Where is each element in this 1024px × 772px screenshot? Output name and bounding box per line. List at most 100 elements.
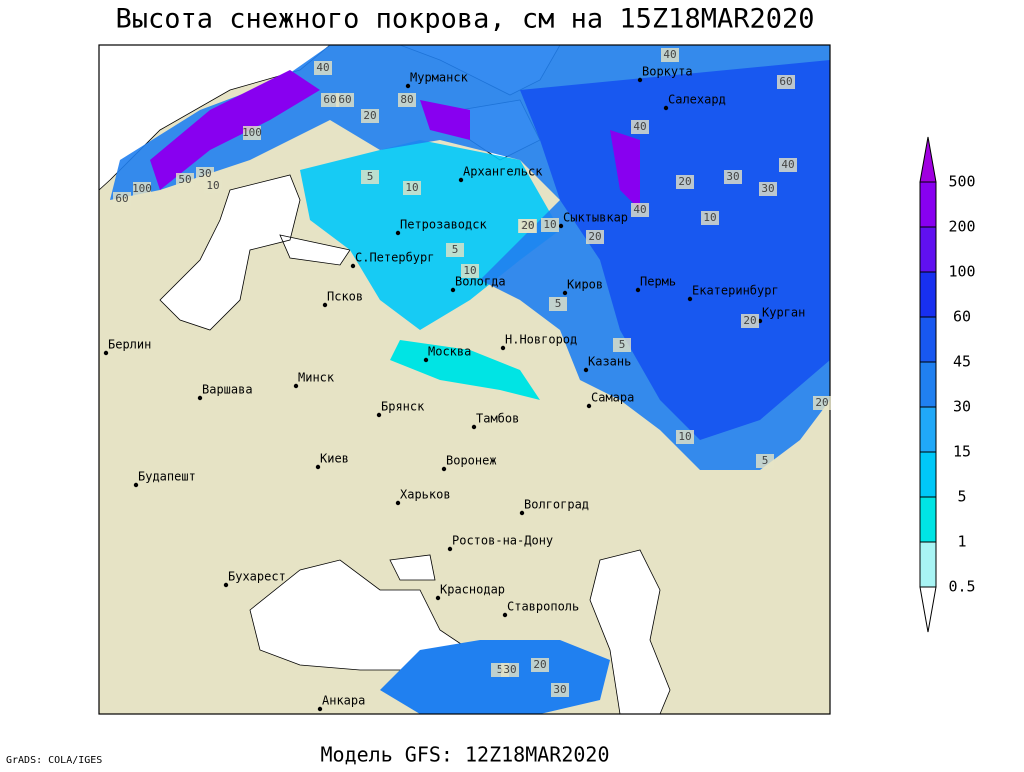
contour-label-bg [661,48,679,62]
contour-label-bg [321,93,339,107]
city-dot [441,466,447,472]
city-label: Воркута [642,65,693,79]
contour-label: 40 [781,158,794,171]
city-label: Берлин [108,338,151,352]
legend-label: 45 [953,353,971,371]
contour-label-bg [676,175,694,189]
city-label: Псков [327,290,363,304]
city-dot [637,77,643,83]
legend: 500 200 100 60 45 30 15 5 1 0.5 [919,136,976,633]
legend-swatch [919,316,937,363]
contour-label: 20 [521,219,534,232]
city-dot [395,230,401,236]
snow-area [150,70,640,210]
legend-label: 1 [957,533,966,551]
legend-label: 15 [953,443,971,461]
contour-label: 30 [553,683,566,696]
contour-label-bg [336,93,354,107]
baltic-sea [159,174,351,331]
city-dot [450,287,456,293]
city-dot [519,510,525,516]
legend-label: 5 [957,488,966,506]
contour-label: 30 [198,167,211,180]
contour-label: 10 [206,179,219,192]
contour-label: 5 [619,338,626,351]
contour-label-bg [676,430,694,444]
city-dot [317,706,323,712]
contour-labels: 4060802010050106010053010204030201051052… [113,48,831,697]
city-label: Н.Новгород [505,333,577,347]
contour-label: 60 [338,93,351,106]
contour-label-bg [724,170,742,184]
model-caption: Модель GFS: 12Z18MAR2020 [321,743,610,767]
legend-swatch [919,541,937,588]
title: Высота снежного покрова, см на 15Z18MAR2… [116,4,815,35]
city-dot [315,464,321,470]
contour-label: 50 [178,173,191,186]
city-dot [103,350,109,356]
city-label: Воронеж [446,454,497,468]
contour-label-bg [403,181,421,195]
contour-label-bg [176,173,194,187]
contour-label-bg [519,219,537,233]
city-label: Мурманск [410,71,469,85]
contour-label-bg [586,230,604,244]
contour-label-bg [741,314,759,328]
city-dot [687,296,693,302]
contour-label: 5 [497,663,504,676]
city-dot [502,612,508,618]
city-dot [635,287,641,293]
legend-label: 200 [948,218,975,236]
contour-label-bg [314,61,332,75]
city-label: Анкара [322,694,365,708]
contour-label: 20 [363,109,376,122]
contour-label-bg [196,167,214,181]
contour-label-bg [549,297,567,311]
contour-label: 100 [132,182,152,195]
contour-label: 5 [555,297,562,310]
city-dot [395,500,401,506]
legend-label: 100 [948,263,975,281]
contour-label-bg [398,93,416,107]
contour-label-bg [701,211,719,225]
city-dot [423,357,429,363]
city-dot [500,345,506,351]
contour-label-bg [446,243,464,257]
legend-label: 60 [953,308,971,326]
contour-label-bg [759,182,777,196]
legend-label: 0.5 [948,578,975,596]
legend-swatch [919,361,937,408]
contour-label: 40 [316,61,329,74]
city-label: Петрозаводск [400,218,487,232]
contour-label-bg [361,109,379,123]
legend-swatch-below [919,586,937,633]
contour-label: 20 [743,314,756,327]
contour-label-bg [631,203,649,217]
legend-swatch [919,226,937,273]
city-dot [376,412,382,418]
contour-label-bg [541,218,559,232]
city-label: Брянск [381,400,425,414]
contour-label: 5 [452,243,459,256]
caspian-sea [589,549,671,715]
snow-area [520,60,830,440]
city-label: Минск [298,371,335,385]
city-label: Архангельск [463,165,543,179]
contour-label-bg [531,658,549,672]
city-dot [350,263,356,269]
contour-label: 60 [323,93,336,106]
legend-swatch [919,181,937,228]
city-dot [471,424,477,430]
contour-label: 10 [463,264,476,277]
city-dot [435,595,441,601]
contour-label: 30 [761,182,774,195]
city-dot [447,546,453,552]
city-dot [663,105,669,111]
city-dot [197,395,203,401]
snow-area [390,340,540,400]
contour-label-bg [501,663,519,677]
city-label: Киев [320,452,349,466]
contour-label-bg [813,396,831,410]
city-label: Тамбов [476,412,519,426]
